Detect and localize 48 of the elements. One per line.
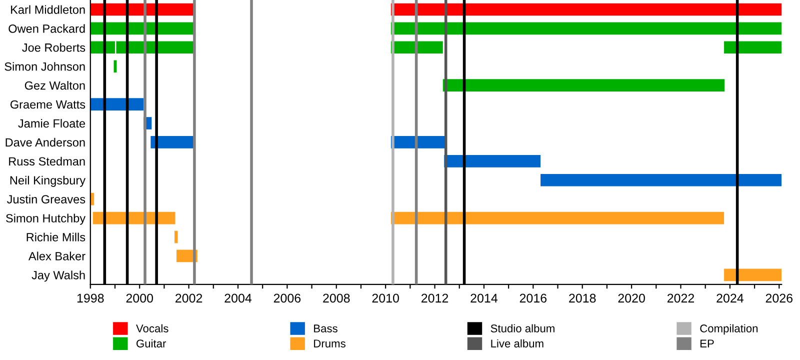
legend-label: Bass xyxy=(314,324,338,332)
legend-label: Guitar xyxy=(136,339,166,348)
bar xyxy=(444,155,541,168)
y-tick-label: Dave Anderson xyxy=(6,138,85,147)
x-tick-label: 2014 xyxy=(470,294,498,303)
y-tick-label: Owen Packard xyxy=(8,24,85,33)
legend-label: EP xyxy=(700,340,714,348)
x-tick-label: 1998 xyxy=(77,294,104,303)
bar xyxy=(724,268,782,282)
y-tick-label: Russ Stedman xyxy=(9,156,85,166)
y-tick-label: Karl Middleton xyxy=(11,5,85,14)
x-tick-label: 2004 xyxy=(224,294,252,303)
y-tick-label: Richie Mills xyxy=(26,232,86,242)
x-tick-label: 2022 xyxy=(667,294,694,303)
y-tick-label: Alex Baker xyxy=(28,252,86,260)
bar xyxy=(390,41,443,54)
y-tick-label: Graeme Watts xyxy=(10,100,86,109)
bar xyxy=(724,41,782,54)
x-tick-label: 2010 xyxy=(372,294,399,303)
y-tick-label: Jay Walsh xyxy=(32,270,85,282)
x-tick-label: 2008 xyxy=(323,294,350,303)
bar xyxy=(390,212,724,224)
bar xyxy=(90,98,144,110)
y-tick-label: Joe Roberts xyxy=(22,43,86,52)
x-tick-label: 2012 xyxy=(421,294,448,303)
y-tick-label: Gez Walton xyxy=(24,81,85,90)
legend-label: Compilation xyxy=(700,324,758,335)
bar xyxy=(150,136,194,148)
bar xyxy=(442,79,725,92)
x-tick-label: 2026 xyxy=(766,294,792,303)
y-tick-label: Simon Hutchby xyxy=(6,214,86,225)
x-tick-label: 2000 xyxy=(126,294,154,303)
x-tick-label: 2016 xyxy=(520,294,547,303)
legend-label: Drums xyxy=(314,340,346,348)
x-tick-label: 2002 xyxy=(176,294,202,303)
y-tick-label: Simon Johnson xyxy=(4,62,85,71)
x-tick-label: 2018 xyxy=(569,294,596,303)
bar xyxy=(540,174,782,186)
bar xyxy=(174,230,178,244)
x-tick-label: 2024 xyxy=(716,294,744,303)
legend-label: Studio album xyxy=(490,324,554,332)
x-tick-label: 2020 xyxy=(618,294,645,303)
legend-label: Live album xyxy=(491,339,544,348)
y-tick-label: Jamie Floate xyxy=(18,118,86,128)
x-tick-label: 2006 xyxy=(274,294,301,303)
y-tick-label: Justin Greaves xyxy=(6,194,86,204)
legend-label: Vocals xyxy=(136,324,168,332)
y-tick-label: Neil Kingsbury xyxy=(10,176,86,187)
